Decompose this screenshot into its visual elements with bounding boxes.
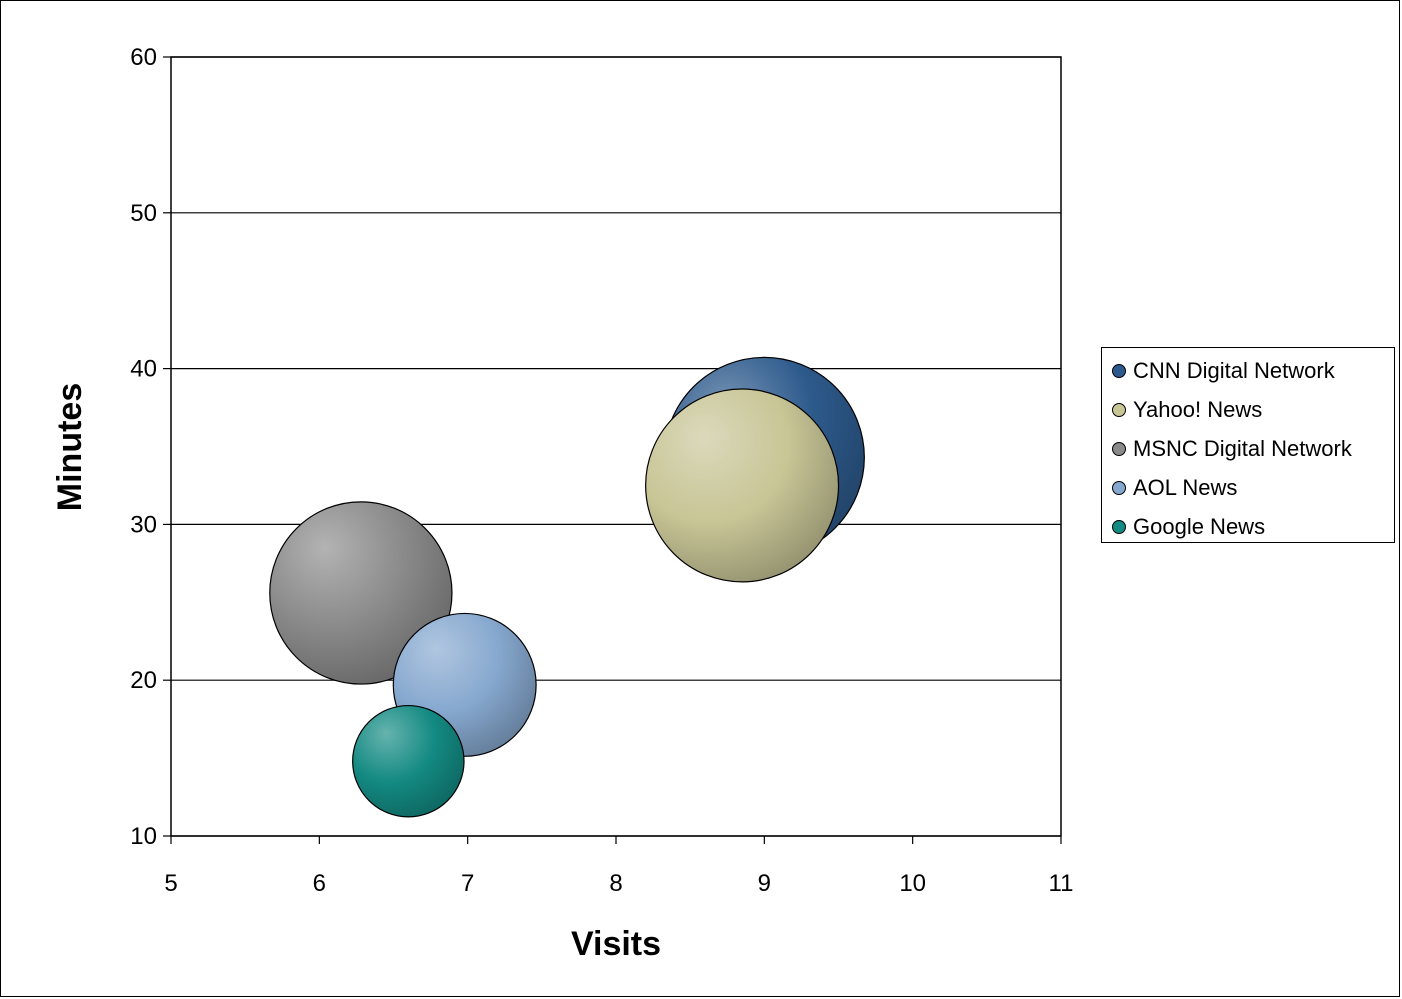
gridlines (171, 56, 1061, 837)
bubble-google-news (352, 704, 465, 818)
x-tick-label: 11 (1049, 870, 1074, 897)
x-tick-label: 6 (313, 870, 326, 897)
y-axis-title: Minutes (51, 383, 89, 511)
legend-item: AOL News (1112, 474, 1237, 502)
legend-label: Google News (1133, 514, 1266, 539)
x-tick-label: 8 (609, 870, 622, 897)
x-axis-ticks: 5 6 7 8 9 10 11 (164, 836, 1073, 897)
x-tick-label: 7 (461, 870, 474, 897)
legend-item: Yahoo! News (1112, 396, 1262, 424)
bubbles (269, 356, 865, 818)
legend-swatch (1112, 403, 1126, 417)
y-tick-label: 50 (130, 200, 157, 227)
legend-label: AOL News (1133, 475, 1238, 500)
legend: CNN Digital Network Yahoo! News MSNC Digit… (1101, 347, 1395, 543)
legend-swatch (1112, 481, 1126, 495)
legend-item: MSNC Digital Network (1112, 435, 1352, 463)
legend-item: CNN Digital Network (1112, 357, 1335, 385)
bubble-yahoo-news (645, 388, 840, 583)
x-tick-label: 5 (164, 870, 177, 897)
plot-area (170, 56, 1062, 837)
x-axis-title: Visits (571, 925, 661, 963)
legend-swatch (1112, 520, 1126, 534)
legend-swatch (1112, 442, 1126, 456)
y-tick-label: 60 (130, 44, 157, 71)
y-axis-ticks: 10 20 30 40 50 60 (130, 44, 171, 850)
legend-item: Google News (1112, 513, 1265, 541)
legend-label: Yahoo! News (1133, 397, 1263, 422)
x-tick-label: 10 (899, 870, 926, 897)
bubble-msnc-digital-network (269, 501, 453, 685)
legend-label: CNN Digital Network (1133, 358, 1335, 383)
legend-swatch (1112, 364, 1126, 378)
y-tick-label: 10 (130, 823, 157, 850)
y-tick-label: 30 (130, 511, 157, 538)
legend-label: MSNC Digital Network (1133, 436, 1352, 461)
x-tick-label: 9 (758, 870, 771, 897)
y-tick-label: 20 (130, 667, 157, 694)
y-tick-label: 40 (130, 356, 157, 383)
